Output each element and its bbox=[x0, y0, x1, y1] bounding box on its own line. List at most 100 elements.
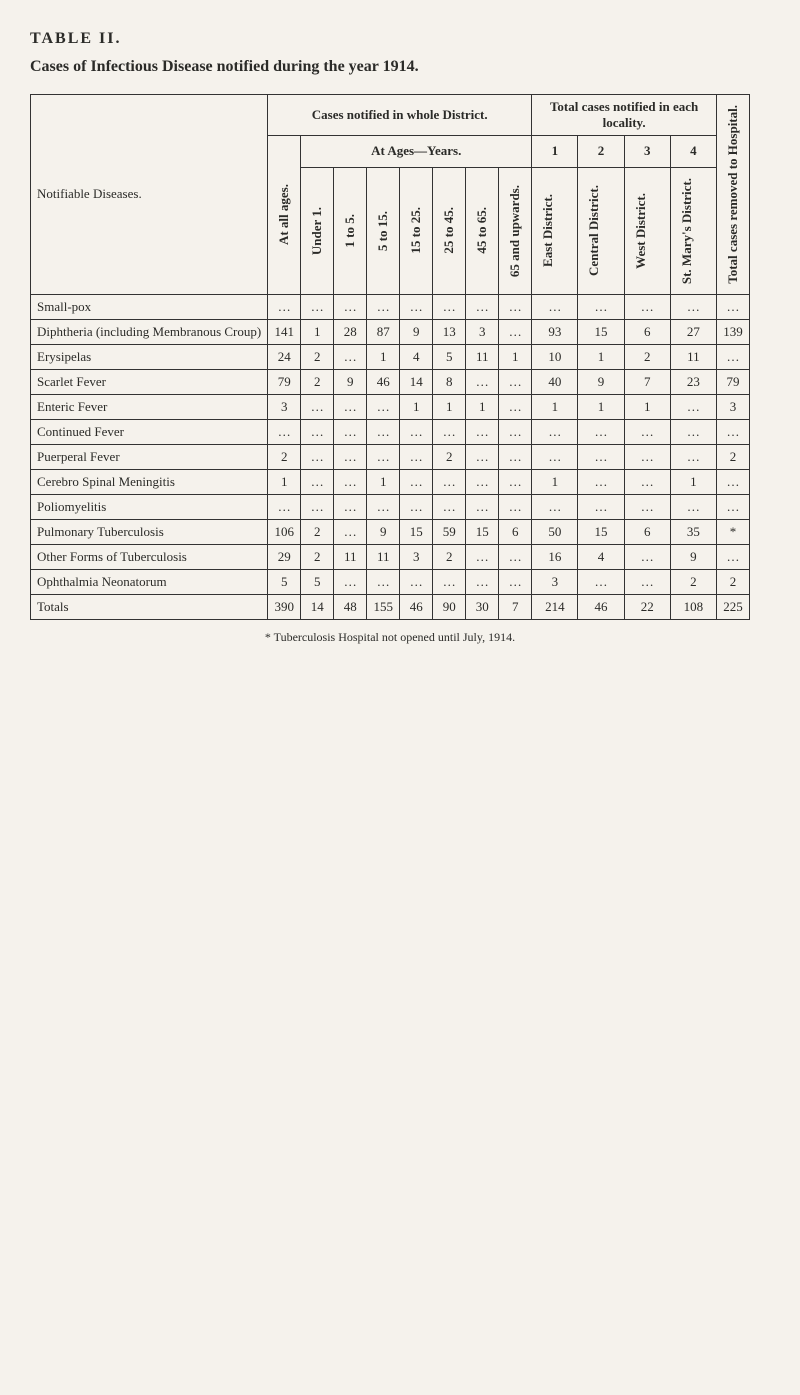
cell-east: … bbox=[532, 494, 578, 519]
cell-a25: 59 bbox=[433, 519, 466, 544]
cell-cent: 9 bbox=[578, 369, 624, 394]
cell-east: … bbox=[532, 294, 578, 319]
cell-hosp: … bbox=[716, 544, 749, 569]
cell-stm: 27 bbox=[670, 319, 716, 344]
disease-name: Poliomyelitis bbox=[31, 494, 268, 519]
cell-a45: 3 bbox=[466, 319, 499, 344]
cell-east: 10 bbox=[532, 344, 578, 369]
cell-a65: … bbox=[499, 294, 532, 319]
cell-a5: 11 bbox=[367, 544, 400, 569]
totals-a1: 48 bbox=[334, 594, 367, 619]
col-65-up: 65 and upwards. bbox=[499, 167, 532, 294]
cell-a15: 14 bbox=[400, 369, 433, 394]
cell-a5: … bbox=[367, 444, 400, 469]
footnote: * Tuberculosis Hospital not opened until… bbox=[30, 630, 750, 645]
cell-hosp: * bbox=[716, 519, 749, 544]
table-row: Diphtheria (including Membranous Croup) 1… bbox=[31, 319, 750, 344]
disease-name: Scarlet Fever bbox=[31, 369, 268, 394]
cell-west: 2 bbox=[624, 344, 670, 369]
cell-east: 93 bbox=[532, 319, 578, 344]
cell-a45: … bbox=[466, 419, 499, 444]
cell-a25: … bbox=[433, 294, 466, 319]
cell-a25: 13 bbox=[433, 319, 466, 344]
col-stmarys-no: 4 bbox=[670, 136, 716, 168]
table-row: Pulmonary Tuberculosis1062…9155915650156… bbox=[31, 519, 750, 544]
cell-cent: 15 bbox=[578, 319, 624, 344]
table-row: Small-pox………………………………… bbox=[31, 294, 750, 319]
table-foot: Totals 390 14 48 155 46 90 30 7 214 46 2… bbox=[31, 594, 750, 619]
totals-west: 22 bbox=[624, 594, 670, 619]
cell-cent: 1 bbox=[578, 344, 624, 369]
cell-a65: … bbox=[499, 419, 532, 444]
cell-u1: 1 bbox=[301, 319, 334, 344]
cell-a65: 6 bbox=[499, 519, 532, 544]
table-head: Notifiable Diseases. Cases notified in w… bbox=[31, 95, 750, 295]
table-row: Ophthalmia Neonatorum55………………3……22 bbox=[31, 569, 750, 594]
cell-a65: … bbox=[499, 469, 532, 494]
cell-a1: … bbox=[334, 494, 367, 519]
cell-east: 1 bbox=[532, 394, 578, 419]
cell-west: … bbox=[624, 294, 670, 319]
cell-cent: … bbox=[578, 444, 624, 469]
cell-a15: 4 bbox=[400, 344, 433, 369]
cell-a5: … bbox=[367, 419, 400, 444]
disease-name: Cerebro Spinal Meningitis bbox=[31, 469, 268, 494]
cell-west: 6 bbox=[624, 319, 670, 344]
cell-a45: … bbox=[466, 544, 499, 569]
cell-a5: … bbox=[367, 394, 400, 419]
cell-all: 79 bbox=[268, 369, 301, 394]
cell-a1: … bbox=[334, 294, 367, 319]
page: TABLE II. Cases of Infectious Disease no… bbox=[0, 0, 800, 685]
cell-a45: 11 bbox=[466, 344, 499, 369]
cell-cent: … bbox=[578, 419, 624, 444]
cell-a5: 87 bbox=[367, 319, 400, 344]
cell-a15: … bbox=[400, 294, 433, 319]
cell-stm: 1 bbox=[670, 469, 716, 494]
cell-east: 40 bbox=[532, 369, 578, 394]
col-group-each-locality: Total cases notified in each locality. bbox=[532, 95, 717, 136]
cell-all: 29 bbox=[268, 544, 301, 569]
cell-cent: … bbox=[578, 494, 624, 519]
cell-a5: … bbox=[367, 294, 400, 319]
disease-name: Ophthalmia Neonatorum bbox=[31, 569, 268, 594]
col-under-1: Under 1. bbox=[301, 167, 334, 294]
cell-stm: 23 bbox=[670, 369, 716, 394]
col-east-no: 1 bbox=[532, 136, 578, 168]
table-row: Scarlet Fever792946148……40972379 bbox=[31, 369, 750, 394]
cell-all: 5 bbox=[268, 569, 301, 594]
cell-a15: … bbox=[400, 469, 433, 494]
cell-all: 2 bbox=[268, 444, 301, 469]
cell-a5: 1 bbox=[367, 344, 400, 369]
totals-all: 390 bbox=[268, 594, 301, 619]
disease-name: Diphtheria (including Membranous Croup) bbox=[31, 319, 268, 344]
totals-a5: 155 bbox=[367, 594, 400, 619]
cell-a65: … bbox=[499, 369, 532, 394]
totals-hosp: 225 bbox=[716, 594, 749, 619]
col-group-whole-district: Cases notified in whole District. bbox=[268, 95, 532, 136]
cell-a5: … bbox=[367, 569, 400, 594]
cell-stm: … bbox=[670, 494, 716, 519]
cell-a1: 9 bbox=[334, 369, 367, 394]
cell-a5: 46 bbox=[367, 369, 400, 394]
cell-a15: 3 bbox=[400, 544, 433, 569]
disease-table: Notifiable Diseases. Cases notified in w… bbox=[30, 94, 750, 620]
cell-a25: … bbox=[433, 419, 466, 444]
cell-west: … bbox=[624, 494, 670, 519]
cell-hosp: … bbox=[716, 344, 749, 369]
cell-a1: … bbox=[334, 469, 367, 494]
cell-west: … bbox=[624, 544, 670, 569]
cell-a45: 1 bbox=[466, 394, 499, 419]
cell-a15: 15 bbox=[400, 519, 433, 544]
table-row: Erysipelas242…145111101211… bbox=[31, 344, 750, 369]
totals-cent: 46 bbox=[578, 594, 624, 619]
cell-cent: 4 bbox=[578, 544, 624, 569]
cell-hosp: 79 bbox=[716, 369, 749, 394]
cell-a15: … bbox=[400, 569, 433, 594]
cell-stm: … bbox=[670, 394, 716, 419]
cell-east: 16 bbox=[532, 544, 578, 569]
cell-a65: … bbox=[499, 444, 532, 469]
cell-west: 1 bbox=[624, 394, 670, 419]
table-totals-row: Totals 390 14 48 155 46 90 30 7 214 46 2… bbox=[31, 594, 750, 619]
cell-a65: … bbox=[499, 569, 532, 594]
cell-west: … bbox=[624, 419, 670, 444]
